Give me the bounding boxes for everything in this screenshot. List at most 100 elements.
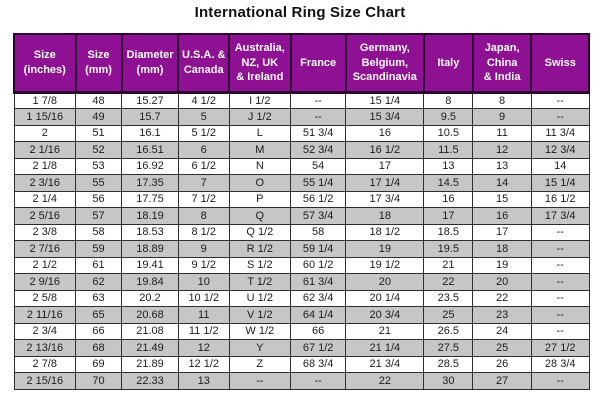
table-row: 2 1/16 52 16.51 6 M 52 3/4 16 1/2 11.5 12 12 3/4 [13, 141, 590, 159]
table-cell: 15 [472, 190, 532, 208]
table-cell: 57 3/4 [290, 207, 347, 225]
table-cell: 48 [75, 91, 123, 109]
column-header: Japan, China & India [471, 33, 533, 94]
table-row: 2 3/4 66 21.08 11 1/2 W 1/2 66 21 26.5 24 -- [13, 322, 590, 340]
table-cell: 11 [177, 306, 230, 324]
table-cell: 8 [177, 207, 230, 225]
table-cell: W 1/2 [228, 322, 292, 340]
table-cell: 21.08 [121, 322, 179, 340]
table-cell: -- [530, 91, 590, 109]
table-cell: 17 3/4 [530, 207, 590, 225]
table-cell: 22 [423, 273, 474, 291]
table-cell: 17 1/4 [345, 174, 425, 192]
table-cell: -- [530, 322, 590, 340]
table-cell: 2 11/16 [13, 306, 77, 324]
table-cell: 2 1/16 [13, 141, 77, 159]
ring-size-table: Size (inches) Size (mm) Diameter (mm) U.S.A… [13, 33, 590, 390]
table-cell: 2 3/8 [13, 223, 77, 241]
ring-size-table-body: 1 7/8 48 15.27 4 1/2 I 1/2 -- 15 1/4 8 8 -- 1 15/1… [13, 91, 590, 390]
table-cell: 69 [75, 355, 123, 373]
table-cell: 54 [290, 157, 347, 175]
table-cell: 27.5 [423, 339, 474, 357]
table-cell: 27 [472, 372, 532, 390]
table-row: 2 9/16 62 19.84 10 T 1/2 61 3/4 20 22 20 -- [13, 273, 590, 291]
table-cell: 7 1/2 [177, 190, 230, 208]
table-cell: -- [530, 223, 590, 241]
table-cell: 10 [177, 273, 230, 291]
table-cell: 18.89 [121, 240, 179, 258]
table-cell: 15.27 [121, 91, 179, 109]
page-title: International Ring Size Chart [194, 4, 406, 21]
table-cell: 11.5 [423, 141, 474, 159]
table-header: Size (inches) Size (mm) Diameter (mm) U.S.A… [13, 33, 590, 94]
table-cell: 1 7/8 [13, 91, 77, 109]
table-cell: 28.5 [423, 355, 474, 373]
table-cell: I 1/2 [228, 91, 292, 109]
column-header: Size (inches) [13, 33, 77, 94]
table-cell: U 1/2 [228, 289, 292, 307]
table-cell: 17.75 [121, 190, 179, 208]
table-cell: 53 [75, 157, 123, 175]
table-cell: R 1/2 [228, 240, 292, 258]
table-cell: 2 1/4 [13, 190, 77, 208]
table-row: 2 3/16 55 17.35 7 O 55 1/4 17 1/4 14.5 14 15 1/4 [13, 174, 590, 192]
table-cell: 21 [423, 256, 474, 274]
table-row: 2 1/4 56 17.75 7 1/2 P 56 1/2 17 3/4 16 15 16 1/2 [13, 190, 590, 208]
table-cell: 18.5 [423, 223, 474, 241]
table-cell: 7 [177, 174, 230, 192]
table-cell: 10.5 [423, 124, 474, 142]
table-cell: -- [530, 256, 590, 274]
table-cell: 21 [345, 322, 425, 340]
table-cell: 18 1/2 [345, 223, 425, 241]
table-cell: 67 1/2 [290, 339, 347, 357]
table-cell: 18.19 [121, 207, 179, 225]
table-cell: 22 [345, 372, 425, 390]
table-cell: -- [530, 273, 590, 291]
column-header: France [289, 33, 347, 94]
table-cell: 2 15/16 [13, 372, 77, 390]
table-cell: 11 1/2 [177, 322, 230, 340]
table-cell: Y [228, 339, 292, 357]
column-header: Size (mm) [74, 33, 123, 94]
table-cell: 59 [75, 240, 123, 258]
column-header: Italy [422, 33, 474, 94]
table-cell: 5 1/2 [177, 124, 230, 142]
table-cell: 26.5 [423, 322, 474, 340]
table-cell: 66 [290, 322, 347, 340]
table-cell: 21 1/4 [345, 339, 425, 357]
table-cell: 2 1/8 [13, 157, 77, 175]
table-cell: 8 [472, 91, 532, 109]
table-cell: 28 3/4 [530, 355, 590, 373]
table-cell: 61 3/4 [290, 273, 347, 291]
table-cell: 26 [472, 355, 532, 373]
table-cell: 16 1/2 [345, 141, 425, 159]
table-cell: 68 3/4 [290, 355, 347, 373]
column-header: Australia, NZ, UK & Ireland [228, 33, 292, 94]
table-row: 2 15/16 70 22.33 13 -- -- 22 30 27 -- [13, 372, 590, 390]
table-cell: 17 [472, 223, 532, 241]
table-cell: 5 [177, 108, 230, 126]
table-cell: 16 [423, 190, 474, 208]
table-cell: 20.68 [121, 306, 179, 324]
table-cell: 4 1/2 [177, 91, 230, 109]
table-cell: 9 [177, 240, 230, 258]
table-cell: 17 [345, 157, 425, 175]
table-cell: 23 [472, 306, 532, 324]
table-cell: 8 [423, 91, 474, 109]
table-cell: 19 [345, 240, 425, 258]
table-cell: -- [530, 240, 590, 258]
table-cell: 62 [75, 273, 123, 291]
table-cell: 68 [75, 339, 123, 357]
table-cell: 19.41 [121, 256, 179, 274]
table-cell: 2 5/16 [13, 207, 77, 225]
table-cell: 18 [472, 240, 532, 258]
table-cell: 9.5 [423, 108, 474, 126]
table-row: 2 11/16 65 20.68 11 V 1/2 64 1/4 20 3/4 25 23 -- [13, 306, 590, 324]
table-row: 1 15/16 49 15.7 5 J 1/2 -- 15 3/4 9.5 9 -- [13, 108, 590, 126]
table-cell: 70 [75, 372, 123, 390]
table-cell: 11 [472, 124, 532, 142]
table-cell: 21 3/4 [345, 355, 425, 373]
table-cell: 6 1/2 [177, 157, 230, 175]
table-cell: 14 [472, 174, 532, 192]
table-cell: 64 1/4 [290, 306, 347, 324]
